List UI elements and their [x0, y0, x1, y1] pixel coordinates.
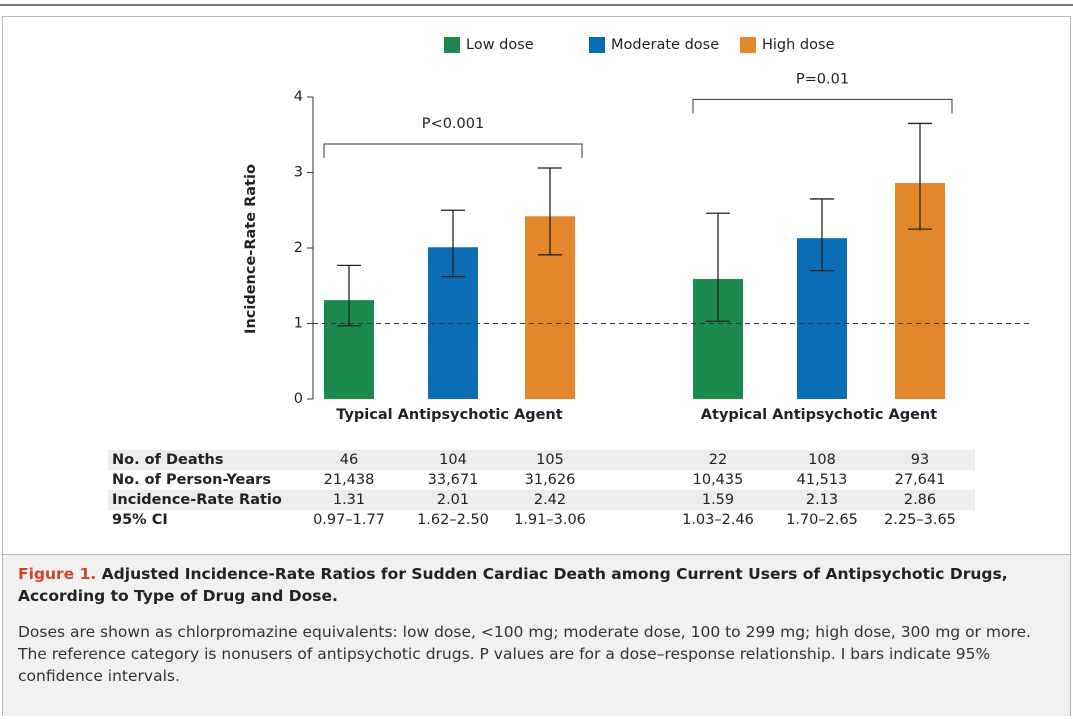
y-axis-label: Incidence-Rate Ratio	[243, 164, 259, 334]
table-cell: 10,435	[693, 472, 744, 488]
table-row-label: No. of Deaths	[112, 452, 224, 468]
table-cell: 105	[536, 452, 564, 468]
table-cell: 0.97–1.77	[313, 512, 385, 528]
table-band	[108, 490, 975, 510]
figure-label: Figure 1.	[18, 565, 97, 583]
table-cell: 93	[911, 452, 929, 468]
bracket	[323, 143, 583, 158]
error-bar	[706, 212, 730, 322]
table-row-label: No. of Person-Years	[112, 472, 271, 488]
error-bar	[337, 264, 361, 327]
table-row-label: Incidence-Rate Ratio	[112, 492, 282, 508]
table-cell: 108	[808, 452, 836, 468]
table-cell: 2.86	[904, 492, 936, 508]
y-tick-label: 2	[294, 240, 303, 256]
table-cell: 1.70–2.65	[786, 512, 858, 528]
y-tick-label: 4	[294, 89, 303, 105]
table-cell: 1.03–2.46	[682, 512, 754, 528]
table-cell: 1.31	[333, 492, 365, 508]
p-value: P=0.01	[796, 71, 849, 87]
table-row-label: 95% CI	[112, 512, 168, 528]
y-tick-label: 3	[294, 165, 303, 181]
legend-label: Moderate dose	[611, 37, 719, 53]
caption-heading: Adjusted Incidence-Rate Ratios for Sudde…	[18, 565, 1008, 605]
table-cell: 1.62–2.50	[417, 512, 489, 528]
table-cell: 22	[709, 452, 727, 468]
table-cell: 46	[340, 452, 358, 468]
table-cell: 33,671	[428, 472, 479, 488]
bracket	[692, 98, 953, 114]
x-category-label: Atypical Antipsychotic Agent	[701, 407, 937, 423]
caption-title: Figure 1. Adjusted Incidence-Rate Ratios…	[18, 563, 1055, 607]
error-bar	[538, 167, 562, 256]
error-bar	[441, 209, 465, 278]
table-cell: 31,626	[525, 472, 576, 488]
error-bar	[810, 198, 834, 272]
caption-text: Doses are shown as chlorpromazine equiva…	[18, 623, 1031, 685]
legend-swatch	[444, 37, 460, 53]
chart: Incidence-Rate Ratio 0 1 2 3 4 Low dose Modera…	[108, 37, 1030, 528]
table-cell: 2.01	[437, 492, 469, 508]
legend-label: Low dose	[466, 37, 534, 53]
table-cell: 1.59	[702, 492, 734, 508]
table-cell: 21,438	[324, 472, 375, 488]
legend-label: High dose	[762, 37, 835, 53]
top-rule	[0, 4, 1073, 6]
p-value: P<0.001	[422, 116, 484, 132]
table-cell: 104	[439, 452, 467, 468]
table-cell: 2.25–3.65	[884, 512, 956, 528]
table-cell: 27,641	[895, 472, 946, 488]
figure: Incidence-Rate Ratio 0 1 2 3 4 Low dose Modera…	[2, 16, 1071, 716]
table-cell: 2.13	[806, 492, 838, 508]
x-category-label: Typical Antipsychotic Agent	[336, 407, 562, 423]
table-cell: 41,513	[797, 472, 848, 488]
y-tick-label: 0	[294, 391, 303, 407]
legend-swatch	[740, 37, 756, 53]
caption: Figure 1. Adjusted Incidence-Rate Ratios…	[3, 554, 1070, 716]
table-cell: 1.91–3.06	[514, 512, 586, 528]
y-tick-label: 1	[294, 316, 303, 332]
legend-swatch	[589, 37, 605, 53]
error-bar	[908, 122, 932, 230]
table-band	[108, 450, 975, 470]
table-cell: 2.42	[534, 492, 566, 508]
